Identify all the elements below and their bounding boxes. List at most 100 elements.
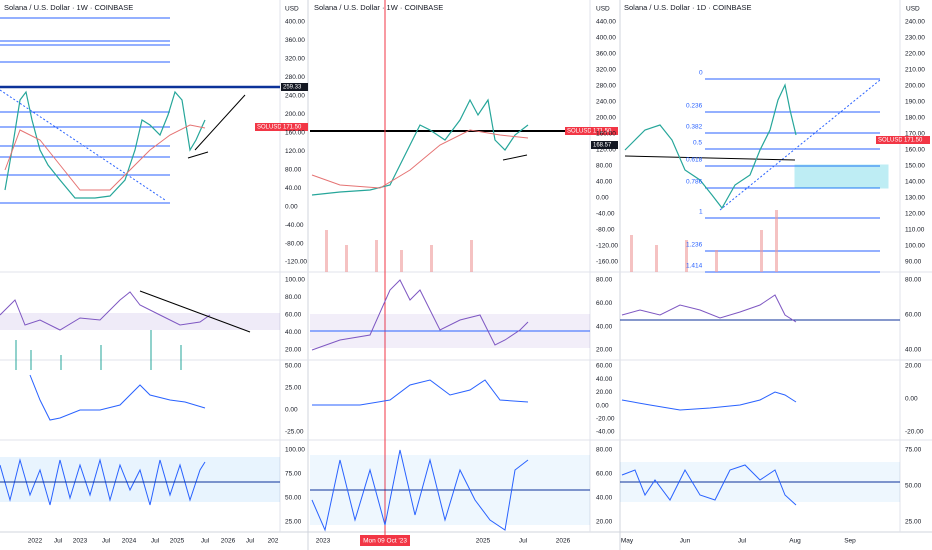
volume-bars — [630, 210, 778, 272]
time-label: 2025 — [476, 538, 491, 545]
axis-label: 25.00 — [905, 519, 922, 526]
axis-label: 240.00 — [905, 19, 925, 26]
stoch-line — [311, 449, 529, 532]
axis-label: 80.00 — [596, 447, 613, 454]
axis-label: 320.00 — [285, 56, 305, 63]
moving-average — [311, 129, 529, 189]
axis-label: 40.00 — [596, 323, 613, 330]
axis-label: 60.00 — [596, 300, 613, 307]
time-label: 2022 — [28, 538, 43, 545]
trend-line — [0, 89, 166, 201]
axis-label: 60.00 — [596, 471, 613, 478]
trend-line — [187, 151, 209, 159]
symbol-tag — [876, 136, 902, 144]
axis-label: 280.00 — [285, 74, 305, 81]
axis-label: 120.00 — [596, 147, 616, 154]
stoch-band — [0, 457, 280, 502]
axis-label: 240.00 — [285, 93, 305, 100]
axis-label: 20.00 — [596, 389, 613, 396]
axis-label: 400.00 — [285, 19, 305, 26]
symbol-tag-text: SOLUSD — [567, 129, 592, 135]
cursor-date: Mon 09 Oct '23 — [363, 538, 407, 545]
price-tag-text: 171.50 — [593, 129, 612, 135]
symbol-tag-text: SOLUSD — [257, 125, 282, 131]
currency: USD — [285, 6, 299, 13]
axis-label: 120.00 — [285, 148, 305, 155]
axis-label: 210.00 — [905, 67, 925, 74]
axis-label: 80.00 — [596, 163, 613, 170]
volume-bars — [15, 330, 182, 370]
chart-title: Solana / U.S. Dollar · 1W · COINBASE — [4, 3, 133, 12]
axis-label: 80.00 — [285, 166, 302, 173]
axis-label: 0.00 — [285, 203, 298, 210]
axis-label: 0.00 — [596, 195, 609, 202]
axis-label: 180.00 — [905, 115, 925, 122]
axis-label: 50.00 — [905, 483, 922, 490]
axis-label: 60.00 — [905, 312, 922, 319]
price-tag — [902, 136, 930, 144]
axis-label: -80.00 — [285, 240, 304, 247]
trend-line — [502, 154, 528, 161]
time-label: 202 — [268, 538, 279, 545]
axis-label: 170.00 — [905, 131, 925, 138]
axis-label: 220.00 — [905, 51, 925, 58]
time-label: 2023 — [73, 538, 88, 545]
time-label: 2023 — [316, 538, 331, 545]
axes: 400.00360.00320.00280.00240.00200.00160.… — [28, 19, 926, 545]
axis-label: 240.00 — [596, 99, 616, 106]
axis-label: 110.00 — [905, 227, 925, 234]
price-line — [311, 98, 529, 196]
chart-title: Solana / U.S. Dollar · 1D · COINBASE — [624, 3, 752, 12]
axis-label: 200.00 — [905, 83, 925, 90]
volume-bars — [325, 230, 473, 272]
axis-label: 200.00 — [285, 111, 305, 118]
axis-label: 120.00 — [905, 211, 925, 218]
fib-label: 0.786 — [686, 179, 703, 186]
fib-label: 1 — [699, 209, 703, 216]
axis-label: 0.00 — [596, 402, 609, 409]
axis-label: 20.00 — [285, 347, 302, 354]
time-label: 2024 — [122, 538, 137, 545]
rsi-line — [621, 294, 797, 323]
chart-title: Solana / U.S. Dollar · 1W · COINBASE — [314, 3, 443, 12]
price-tag-text: 259.33 — [283, 85, 302, 91]
symbol-tag — [565, 127, 591, 135]
axis-label: 20.00 — [905, 363, 922, 370]
axis-label: 40.00 — [596, 179, 613, 186]
axis-label: -40.00 — [596, 429, 615, 436]
macd-line — [312, 379, 529, 406]
horizontal-levels — [0, 17, 170, 204]
axis-label: 230.00 — [905, 35, 925, 42]
axis-label: -120.00 — [596, 243, 618, 250]
currency: USD — [906, 6, 920, 13]
axis-label: -40.00 — [596, 211, 615, 218]
fib-label: 0.5 — [693, 140, 702, 147]
axis-label: 360.00 — [596, 51, 616, 58]
axis-label: 100.00 — [285, 277, 305, 284]
axis-label: -25.00 — [285, 429, 304, 436]
axis-label: 40.00 — [285, 185, 302, 192]
axis-label: 40.00 — [905, 347, 922, 354]
price-tag — [591, 127, 618, 135]
trend-line — [194, 94, 246, 151]
axis-label: 320.00 — [596, 67, 616, 74]
axis-label: 360.00 — [285, 37, 305, 44]
axis-label: 160.00 — [596, 131, 616, 138]
axis-label: 80.00 — [905, 277, 922, 284]
price-tag-text: 171.50 — [283, 125, 302, 131]
fib-label: 1.414 — [686, 263, 703, 270]
axis-label: 90.00 — [905, 259, 922, 266]
axis-label: 100.00 — [905, 243, 925, 250]
axis-label: -40.00 — [285, 222, 304, 229]
axis-label: 50.00 — [285, 495, 302, 502]
axis-label: 60.00 — [596, 363, 613, 370]
rsi-line — [311, 279, 529, 351]
time-label: 2025 — [170, 538, 185, 545]
axis-label: -20.00 — [596, 416, 615, 423]
axis-label: 75.00 — [285, 471, 302, 478]
fib-label: 0 — [699, 70, 703, 77]
price-tag — [281, 83, 308, 91]
axis-label: 160.00 — [285, 129, 305, 136]
time-label: Sep — [844, 538, 856, 545]
